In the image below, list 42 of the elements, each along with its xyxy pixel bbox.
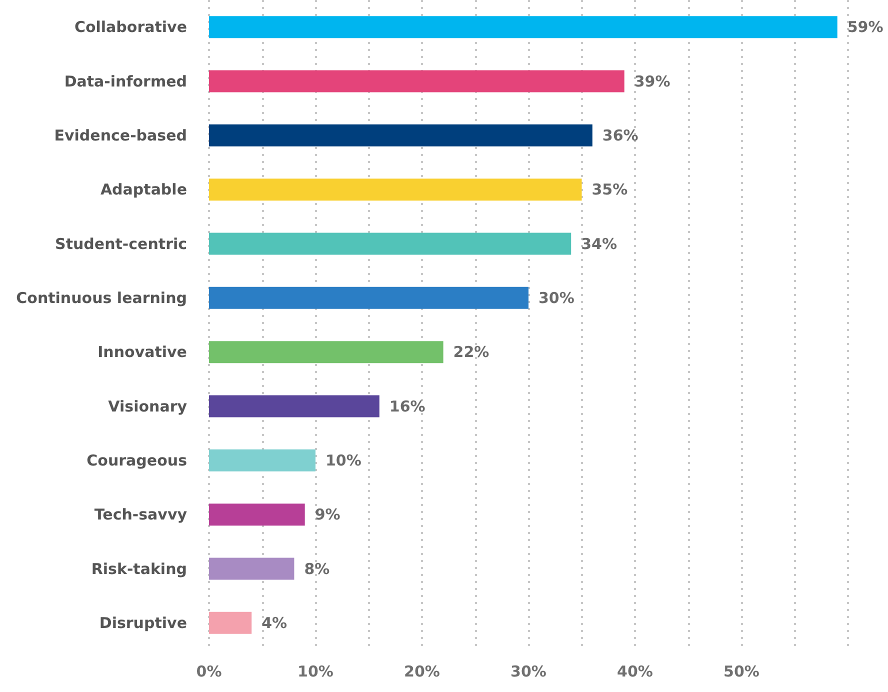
y-tick-label: Tech-savvy (94, 506, 188, 524)
x-tick-label: 20% (404, 662, 440, 680)
bar (209, 341, 444, 364)
bar (209, 395, 380, 418)
y-tick-label: Data-informed (64, 72, 187, 90)
x-tick-label: 0% (196, 662, 222, 680)
data-label: 39% (634, 72, 670, 90)
data-label: 4% (262, 614, 288, 632)
bar (209, 124, 592, 146)
bar (209, 178, 582, 201)
bar (209, 558, 294, 580)
bar (209, 16, 838, 38)
data-label: 8% (304, 560, 330, 578)
y-tick-label: Risk-taking (91, 560, 187, 578)
data-label: 10% (326, 451, 362, 470)
x-tick-label: 30% (510, 662, 546, 680)
y-tick-label: Collaborative (74, 18, 187, 36)
x-tick-label: 40% (617, 662, 653, 680)
y-tick-label: Courageous (86, 451, 188, 470)
y-tick-label: Continuous learning (16, 288, 187, 307)
data-label: 22% (453, 343, 490, 362)
bar (209, 70, 624, 92)
data-label: 30% (538, 288, 574, 307)
data-label: 59% (847, 18, 884, 36)
y-tick-label: Disruptive (99, 614, 187, 632)
y-tick-label: Student-centric (55, 234, 187, 253)
bar (209, 232, 572, 255)
x-tick-label: 10% (298, 662, 334, 680)
data-label: 9% (314, 506, 340, 524)
data-label: 34% (581, 234, 618, 253)
x-tick-label: 50% (724, 662, 760, 680)
bar (209, 449, 316, 472)
y-tick-label: Adaptable (100, 180, 187, 199)
data-label: 16% (389, 397, 426, 416)
y-tick-label: Innovative (98, 343, 187, 362)
bar (209, 504, 305, 526)
y-tick-label: Evidence-based (54, 126, 187, 144)
data-label: 35% (592, 180, 628, 199)
bar (209, 612, 252, 634)
bar (209, 286, 528, 309)
y-tick-label: Visionary (108, 397, 188, 416)
data-label: 36% (602, 126, 638, 144)
